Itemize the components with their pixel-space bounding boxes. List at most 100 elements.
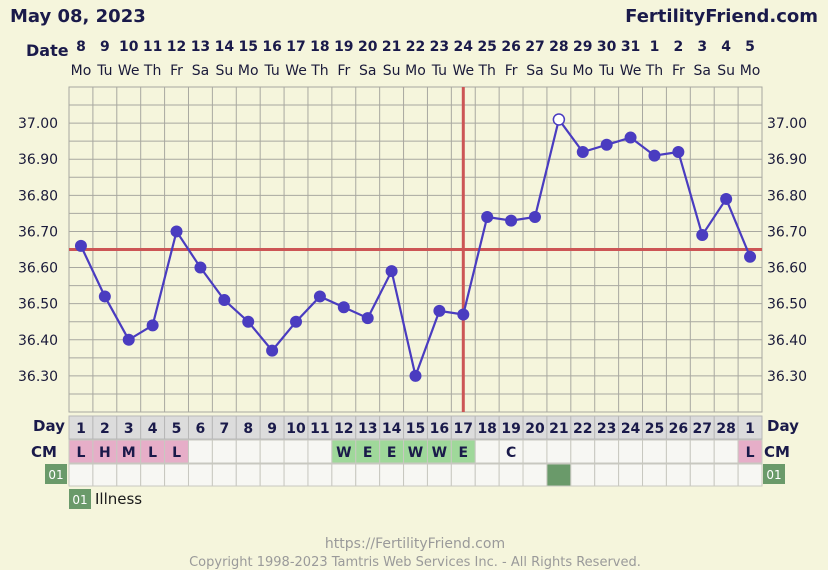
cm-value: C [506,445,516,461]
weekday-label: Th [310,63,328,79]
weekday-label: Su [717,63,735,79]
legend-swatch [69,489,91,509]
cm-cell [618,439,644,464]
weekday-label: We [118,63,140,79]
temperature-point [194,261,207,274]
custom-cell [498,463,524,487]
custom-cell [594,463,620,487]
cm-value: L [148,445,157,461]
temperature-point [600,138,613,151]
temperature-point [505,214,518,227]
chart-date-title: May 08, 2023 [10,6,146,27]
date-label: 19 [334,39,353,55]
weekday-label: Mo [238,63,259,79]
date-label: 23 [430,39,449,55]
custom-cell [68,463,94,487]
date-label: 28 [549,39,568,55]
cm-cell [307,439,333,464]
temperature-point [313,290,326,303]
temperature-point [457,308,470,321]
custom-cell [403,463,428,487]
day-number: 27 [693,421,712,437]
cm-cell [546,439,572,464]
cm-value: W [408,445,423,461]
day-number: 24 [621,421,641,437]
date-label: 9 [100,39,110,55]
day-number: 22 [573,421,592,437]
footer-url[interactable]: https://FertilityFriend.com [325,536,505,552]
y-tick-label-left: 36.70 [18,224,58,240]
day-number: 20 [525,421,545,437]
day-number: 14 [382,421,402,437]
cm-cell [522,439,548,464]
date-label: 12 [167,39,186,55]
temperature-point [528,211,541,223]
temperature-point [170,225,183,238]
custom-cell [355,463,381,487]
custom-cell [665,463,691,487]
cm-cell [474,439,500,464]
weekday-label: We [620,63,642,79]
custom-cell [379,463,405,487]
weekday-label: Sa [359,63,376,79]
weekday-label: Mo [572,63,593,79]
custom-cell [140,463,166,487]
date-label: 2 [673,39,683,55]
custom-cell [331,463,357,487]
day-number: 3 [124,421,134,437]
weekday-label: Su [215,63,233,79]
weekday-label: Sa [192,63,209,79]
weekday-label: Tu [431,63,447,79]
day-number: 26 [669,421,688,437]
cm-value: L [172,445,181,461]
temperature-series [74,113,757,382]
day-number: 7 [219,421,229,437]
date-label: 30 [597,39,617,55]
cm-cell [211,439,237,464]
y-tick-label-right: 36.80 [767,188,807,204]
y-tick-label-right: 37.00 [767,116,807,132]
custom-cell [450,463,476,487]
temperature-point [290,315,303,328]
cm-cell [187,439,213,464]
day-number: 11 [310,421,329,437]
cm-value: L [76,445,85,461]
date-label: 8 [76,39,86,55]
weekday-label: Th [477,63,495,79]
custom-cell [187,463,213,487]
brand-name: FertilityFriend.com [625,6,818,27]
y-axis-left: 36.30 36.40 36.50 36.60 36.70 36.80 36.90 37.00 [18,116,58,385]
custom-cell [737,463,763,487]
temperature-point [385,265,398,278]
date-label: 17 [286,39,305,55]
custom-cell [426,463,452,487]
weekday-label: Tu [96,63,112,79]
custom-cell [259,463,285,487]
date-label: 24 [454,39,474,55]
weekday-label: Th [645,63,663,79]
custom-code-left: 01 [48,468,63,482]
custom-cell [211,463,237,487]
cm-value: E [459,445,469,461]
custom-cell [618,463,644,487]
day-number: 2 [100,421,110,437]
y-tick-label-left: 36.90 [18,152,58,168]
legend-code: 01 [72,493,87,507]
date-label: 5 [745,39,755,55]
date-row-label: Date [26,41,69,60]
custom-cell [689,463,715,487]
date-axis: 8Mo9Tu10We11Th12Fr13Sa14Su15Mo16Tu17We18… [71,39,761,79]
custom-cell [92,463,118,487]
cm-value: W [336,445,351,461]
y-tick-label-left: 36.30 [18,369,58,385]
temperature-point [672,146,685,158]
footer-copyright: Copyright 1998-2023 Tamtris Web Services… [189,555,641,570]
temperature-point [266,344,279,357]
temperature-point [648,149,661,162]
day-number: 8 [243,421,253,437]
custom-cell [474,463,500,487]
weekday-label: Mo [740,63,761,79]
day-number: 12 [334,421,353,437]
y-tick-label-left: 36.80 [18,188,58,204]
date-label: 15 [238,39,257,55]
